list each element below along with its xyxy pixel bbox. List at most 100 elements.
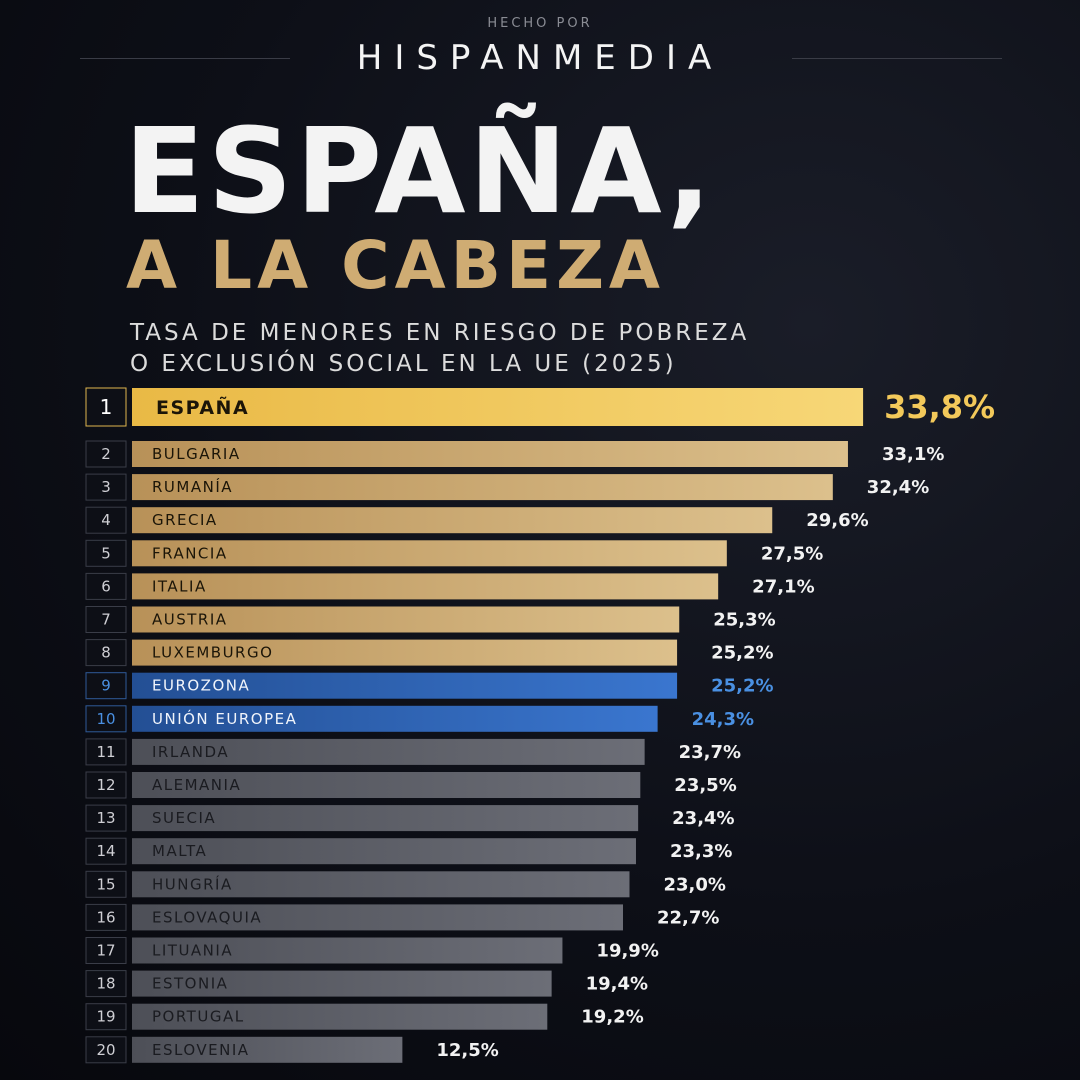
bar (132, 805, 639, 832)
brand-pretitle: HECHO POR (487, 16, 593, 31)
rank-box (85, 903, 127, 931)
rank-label: 16 (96, 908, 115, 926)
rank-box (85, 606, 127, 633)
rank-box (85, 572, 127, 600)
category-label: EUROZONA (152, 677, 250, 695)
category-label: MALTA (152, 842, 207, 860)
description-line-1: TASA DE MENORES EN RIESGO DE POBREZA (130, 320, 750, 346)
category-label: FRANCIA (152, 544, 228, 562)
description-line-2: O EXCLUSIÓN SOCIAL EN LA UE (2025) (130, 351, 677, 377)
value-label: 23,7% (679, 742, 741, 763)
category-label: HUNGRÍA (152, 874, 233, 893)
bar (132, 1036, 403, 1063)
rank-label: 20 (96, 1041, 115, 1059)
bar (132, 573, 719, 600)
value-label: 27,1% (752, 576, 814, 597)
rank-label: 8 (101, 644, 111, 662)
rank-label: 14 (96, 842, 115, 860)
bar (132, 441, 848, 467)
value-label: 12,5% (436, 1040, 498, 1061)
bar (132, 705, 658, 732)
rank-box (85, 870, 127, 898)
category-label: ESPAÑA (156, 395, 249, 419)
bar (132, 772, 641, 798)
category-label: LITUANIA (152, 942, 233, 960)
bar (132, 1003, 548, 1030)
category-label: RUMANÍA (152, 477, 233, 496)
rank-label: 11 (96, 743, 115, 761)
bar (132, 838, 636, 865)
bar (132, 738, 645, 765)
category-label: ITALIA (152, 577, 207, 595)
bar (132, 639, 678, 666)
rank-label: 9 (101, 677, 111, 695)
value-label: 33,1% (882, 444, 944, 465)
category-label: AUSTRIA (152, 611, 228, 629)
rank-box (85, 387, 127, 427)
category-label: ALEMANIA (152, 776, 241, 794)
value-label: 29,6% (806, 510, 868, 531)
category-label: BULGARIA (152, 445, 241, 463)
value-label: 19,9% (596, 941, 658, 962)
rank-box (85, 473, 127, 501)
rank-label: 17 (96, 942, 115, 960)
rank-box (85, 705, 127, 733)
rank-box (85, 970, 127, 998)
rank-box (85, 804, 127, 832)
rank-box (85, 506, 127, 534)
bar (132, 507, 773, 534)
bar (132, 388, 864, 426)
value-label: 23,5% (674, 775, 736, 796)
brand-divider-left (80, 58, 290, 59)
rank-box (85, 1036, 127, 1064)
bar (132, 474, 833, 501)
brand-divider-right (792, 58, 1002, 59)
rank-label: 10 (96, 710, 115, 728)
value-label: 25,2% (711, 643, 773, 664)
rank-box (85, 440, 127, 468)
rank-label: 13 (96, 809, 115, 827)
value-label: 32,4% (867, 477, 929, 498)
rank-label: 12 (96, 776, 115, 794)
bar (132, 904, 624, 931)
page-title: ESPAÑA, (124, 102, 715, 240)
category-label: IRLANDA (152, 743, 229, 761)
rank-label: 19 (96, 1008, 115, 1026)
category-label: ESLOVAQUIA (152, 908, 262, 926)
rank-box (85, 672, 127, 700)
bar (132, 606, 680, 633)
rank-label: 15 (96, 875, 115, 893)
rank-label: 18 (96, 975, 115, 993)
value-label: 19,2% (581, 1007, 643, 1028)
rank-label: 7 (101, 611, 111, 629)
bar (132, 970, 552, 997)
rank-box (85, 937, 127, 964)
category-label: PORTUGAL (152, 1008, 245, 1026)
value-label: 19,4% (586, 974, 648, 995)
bar (132, 937, 563, 964)
rank-label: 3 (101, 478, 111, 496)
value-label: 25,3% (713, 610, 775, 631)
value-label: 33,8% (884, 388, 995, 426)
rank-box (85, 738, 127, 766)
rank-label: 2 (101, 445, 111, 463)
rank-box (85, 639, 127, 667)
value-label: 23,4% (672, 808, 734, 829)
rank-label: 5 (101, 544, 111, 562)
brand-name: HISPANMEDIA (356, 38, 724, 78)
rank-label: 6 (101, 577, 111, 595)
page-subtitle: A LA CABEZA (126, 227, 666, 304)
bar (132, 871, 630, 898)
bar (132, 672, 678, 699)
rank-box (85, 837, 127, 865)
bar (132, 540, 727, 567)
value-label: 25,2% (711, 676, 773, 697)
rank-box (85, 539, 127, 567)
rank-box (85, 1003, 127, 1031)
value-label: 24,3% (692, 709, 754, 730)
category-label: ESTONIA (152, 975, 228, 993)
value-label: 27,5% (761, 543, 823, 564)
value-label: 23,0% (663, 874, 725, 895)
category-label: LUXEMBURGO (152, 644, 273, 662)
